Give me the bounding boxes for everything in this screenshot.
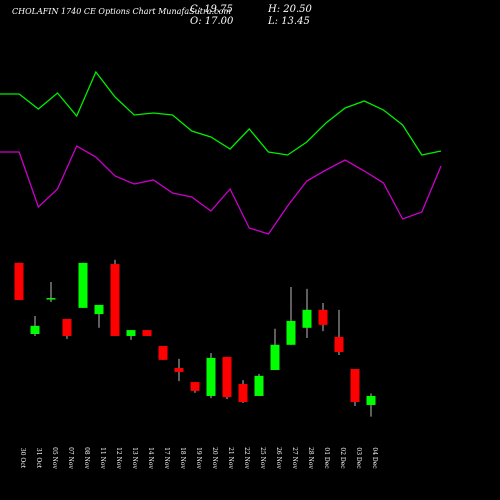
x-tick-label: 17 Nov (163, 447, 170, 469)
x-tick-label: 22 Nov (243, 447, 250, 469)
high-label: H: 20.50 (267, 4, 313, 15)
candle-body (286, 320, 296, 345)
x-tick-label: 19 Nov (195, 447, 202, 469)
candle-body (334, 336, 344, 352)
x-tick-label: 03 Dec (355, 447, 362, 469)
candle-body (14, 262, 24, 301)
candle-body (62, 318, 72, 336)
indicator-line (0, 145, 442, 235)
chart-title: CHOLAFIN 1740 CE Options Chart MunafaSut… (12, 7, 231, 16)
x-tick-label: 04 Dec (371, 447, 378, 469)
candle-body (46, 298, 56, 300)
x-tick-label: 13 Nov (131, 447, 138, 469)
x-tick-label: 21 Nov (227, 447, 234, 469)
close-label: C: 19.75 (190, 4, 233, 15)
x-tick-label: 01 Dec (323, 447, 330, 469)
low-label: L: 13.45 (267, 16, 310, 27)
candle-body (350, 369, 360, 403)
x-tick-label: 08 Nov (83, 447, 90, 469)
candle-body (78, 262, 88, 308)
x-tick-label: 27 Nov (291, 447, 298, 469)
candle-body (254, 375, 264, 396)
x-tick-label: 18 Nov (179, 447, 186, 469)
candle-body (270, 344, 280, 370)
candle-body (366, 395, 376, 405)
candle-body (206, 357, 216, 396)
x-tick-label: 05 Nov (51, 447, 58, 469)
x-tick-label: 14 Nov (147, 447, 154, 469)
candle-body (142, 330, 152, 336)
candle-body (190, 382, 200, 391)
candle-body (94, 304, 104, 315)
x-tick-label: 31 Oct (35, 448, 42, 469)
x-tick-label: 02 Dec (339, 447, 346, 469)
candle-body (318, 309, 328, 325)
candle-body (302, 309, 312, 328)
x-tick-label: 07 Nov (67, 447, 74, 469)
x-tick-label: 30 Oct (19, 448, 26, 469)
candle-body (174, 368, 184, 372)
x-tick-label: 28 Nov (307, 447, 314, 469)
candle-body (158, 345, 168, 360)
x-tick-label: 11 Nov (99, 447, 106, 469)
candle-body (110, 264, 120, 336)
candle-body (222, 356, 232, 398)
x-tick-label: 20 Nov (211, 447, 218, 469)
x-tick-label: 25 Nov (259, 447, 266, 469)
candle-body (238, 384, 248, 403)
indicator-line (0, 70, 442, 156)
x-tick-label: 26 Nov (275, 447, 282, 469)
candle-body (126, 330, 136, 336)
open-label: O: 17.00 (190, 16, 234, 27)
x-tick-label: 12 Nov (115, 447, 122, 469)
candle-body (30, 325, 40, 335)
